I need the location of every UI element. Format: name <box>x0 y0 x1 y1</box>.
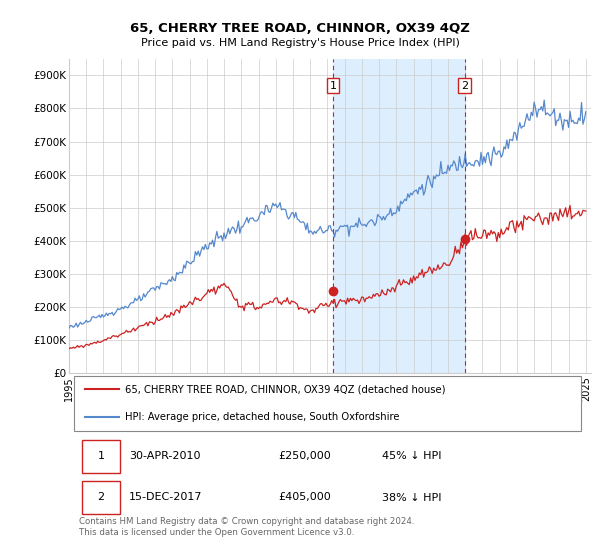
Text: HPI: Average price, detached house, South Oxfordshire: HPI: Average price, detached house, Sout… <box>125 412 400 422</box>
FancyBboxPatch shape <box>82 440 119 473</box>
Text: 15-DEC-2017: 15-DEC-2017 <box>129 492 203 502</box>
Text: 38% ↓ HPI: 38% ↓ HPI <box>382 492 442 502</box>
Text: 45% ↓ HPI: 45% ↓ HPI <box>382 451 442 461</box>
FancyBboxPatch shape <box>74 376 581 431</box>
Text: 65, CHERRY TREE ROAD, CHINNOR, OX39 4QZ (detached house): 65, CHERRY TREE ROAD, CHINNOR, OX39 4QZ … <box>125 384 446 394</box>
Bar <box>333 59 464 374</box>
Text: 30-APR-2010: 30-APR-2010 <box>129 451 200 461</box>
Text: 2: 2 <box>461 81 468 91</box>
Text: £405,000: £405,000 <box>278 492 331 502</box>
Text: £250,000: £250,000 <box>278 451 331 461</box>
Text: 65, CHERRY TREE ROAD, CHINNOR, OX39 4QZ: 65, CHERRY TREE ROAD, CHINNOR, OX39 4QZ <box>130 22 470 35</box>
FancyBboxPatch shape <box>82 481 119 514</box>
Text: Contains HM Land Registry data © Crown copyright and database right 2024.
This d: Contains HM Land Registry data © Crown c… <box>79 517 415 536</box>
Text: 1: 1 <box>97 451 104 461</box>
Text: 1: 1 <box>329 81 337 91</box>
Text: Price paid vs. HM Land Registry's House Price Index (HPI): Price paid vs. HM Land Registry's House … <box>140 38 460 48</box>
Text: 2: 2 <box>97 492 104 502</box>
